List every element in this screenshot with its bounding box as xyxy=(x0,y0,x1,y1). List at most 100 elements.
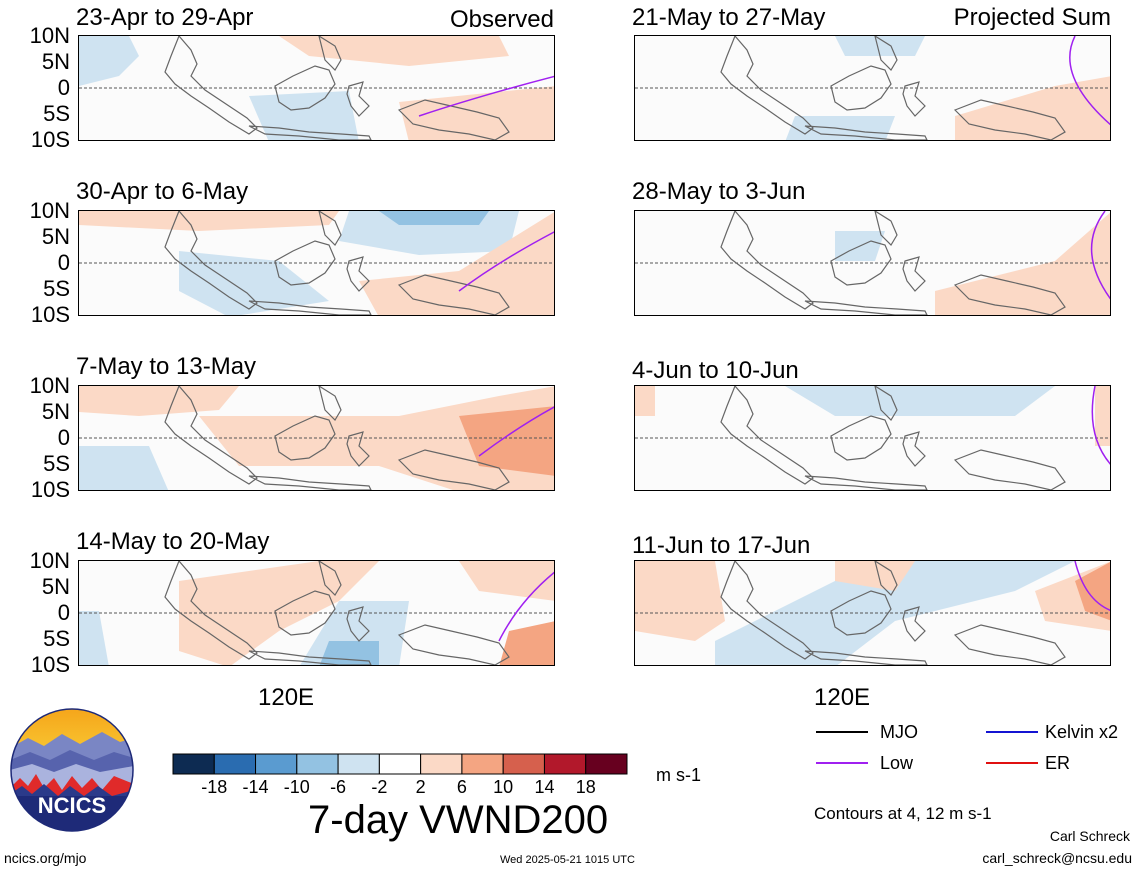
coastline xyxy=(318,36,342,71)
anomaly-shading xyxy=(359,212,554,315)
x-tick-right: 120E xyxy=(814,684,871,711)
y-tick-label: 5S xyxy=(43,626,70,651)
anomaly-shading xyxy=(399,86,554,140)
y-tick-label: 10S xyxy=(30,477,70,502)
coastline xyxy=(720,386,814,485)
author-email: carl_schreck@ncsu.edu xyxy=(982,850,1132,866)
coastline xyxy=(397,274,510,315)
chart-title: 7-day VWND200 xyxy=(308,798,609,842)
anomaly-shading xyxy=(499,621,554,665)
colorbar-swatch xyxy=(378,753,422,775)
y-tick-label: 10N xyxy=(29,548,70,573)
x-tick-left: 120E xyxy=(258,684,315,711)
y-tick-label: 10S xyxy=(30,302,70,327)
coastline xyxy=(346,256,370,292)
colorbar-tick-label: 10 xyxy=(493,777,514,797)
units-label: m s-1 xyxy=(656,765,701,785)
coastline xyxy=(248,300,372,315)
contour-note: Contours at 4, 12 m s-1 xyxy=(814,804,992,823)
anomaly-shading xyxy=(79,446,169,490)
coastline xyxy=(346,431,370,467)
map-panel-3 xyxy=(78,385,555,491)
colorbar-swatch xyxy=(543,753,587,775)
colorbar-tick-label: -10 xyxy=(283,777,310,797)
panel-title-2: 30-Apr to 6-May xyxy=(76,178,249,205)
coastline xyxy=(164,36,258,135)
coastline xyxy=(804,125,928,140)
map-panel-6 xyxy=(634,210,1111,316)
anomaly-shading xyxy=(785,386,1055,416)
low-contour xyxy=(1074,561,1110,611)
coastline xyxy=(874,211,898,246)
colorbar-swatch xyxy=(255,753,298,775)
y-tick-label: 5S xyxy=(43,451,70,476)
coastline xyxy=(720,211,814,310)
logo-text: NCICS xyxy=(38,793,106,818)
colorbar-tick-label: -6 xyxy=(330,777,347,797)
coastline xyxy=(804,300,928,315)
ncics-logo: NCICS xyxy=(10,708,134,832)
anomaly-shading xyxy=(459,406,554,476)
coastline xyxy=(346,81,370,117)
y-tick-label: 10N xyxy=(29,23,70,48)
coastline xyxy=(902,431,926,467)
colorbar-tick-label: 6 xyxy=(456,777,467,797)
projected-label: Projected Sum xyxy=(953,4,1111,31)
coastline xyxy=(274,240,336,286)
low-contour xyxy=(418,75,554,117)
y-tick-label: 5N xyxy=(41,49,70,74)
y-tick-label: 10S xyxy=(30,127,70,152)
anomaly-shading xyxy=(179,251,329,315)
low-contour xyxy=(1091,386,1110,465)
legend-lines-right xyxy=(986,731,1038,764)
coastline xyxy=(318,561,342,596)
map-svg-3 xyxy=(79,386,554,490)
y-tick-label: 10N xyxy=(29,198,70,223)
colorbar xyxy=(172,753,628,775)
coastline xyxy=(248,125,372,140)
coastline xyxy=(397,99,510,140)
panel-title-7: 4-Jun to 10-Jun xyxy=(632,357,799,384)
coastline xyxy=(164,386,258,485)
anomaly-shading xyxy=(79,211,339,231)
anomaly-shading xyxy=(79,611,109,665)
panel-title-5: 21-May to 27-May xyxy=(632,4,826,31)
colorbar-swatch xyxy=(213,753,257,775)
colorbar-tick-label: -2 xyxy=(371,777,388,797)
coastline xyxy=(274,415,336,461)
colorbar-swatch xyxy=(502,753,545,775)
map-panel-8 xyxy=(634,560,1111,666)
coastline xyxy=(830,590,892,636)
legend-kelvin: Kelvin x2 xyxy=(1045,722,1119,742)
anomaly-shading xyxy=(379,211,489,225)
legend-low: Low xyxy=(880,753,914,773)
map-svg-4 xyxy=(79,561,554,665)
coastline xyxy=(902,256,926,292)
low-contour xyxy=(1069,36,1110,126)
legend-mjo: MJO xyxy=(880,722,918,742)
colorbar-swatch xyxy=(296,753,339,775)
coastline xyxy=(248,475,372,490)
coastline xyxy=(164,561,258,660)
coastline xyxy=(953,624,1066,665)
panel-title-8: 11-Jun to 17-Jun xyxy=(632,532,811,559)
map-svg-6 xyxy=(635,211,1110,315)
coastline xyxy=(874,561,898,596)
anomaly-shading xyxy=(955,76,1110,140)
colorbar-tick-label: 18 xyxy=(575,777,596,797)
low-contour xyxy=(478,406,554,457)
legend-lines-left xyxy=(816,731,868,764)
coastline xyxy=(804,475,928,490)
y-tick-label: 0 xyxy=(57,600,70,625)
coastline xyxy=(720,561,814,660)
map-svg-7 xyxy=(635,386,1110,490)
colorbar-swatch xyxy=(585,753,628,775)
anomaly-shading xyxy=(79,36,139,86)
coastline xyxy=(318,386,342,421)
map-panel-1 xyxy=(78,35,555,141)
coastline xyxy=(804,650,928,665)
colorbar-swatch xyxy=(461,753,504,775)
timestamp: Wed 2025-05-21 1015 UTC xyxy=(500,854,635,866)
author: Carl Schreck xyxy=(1049,828,1130,844)
site-link[interactable]: ncics.org/mjo xyxy=(4,850,87,866)
